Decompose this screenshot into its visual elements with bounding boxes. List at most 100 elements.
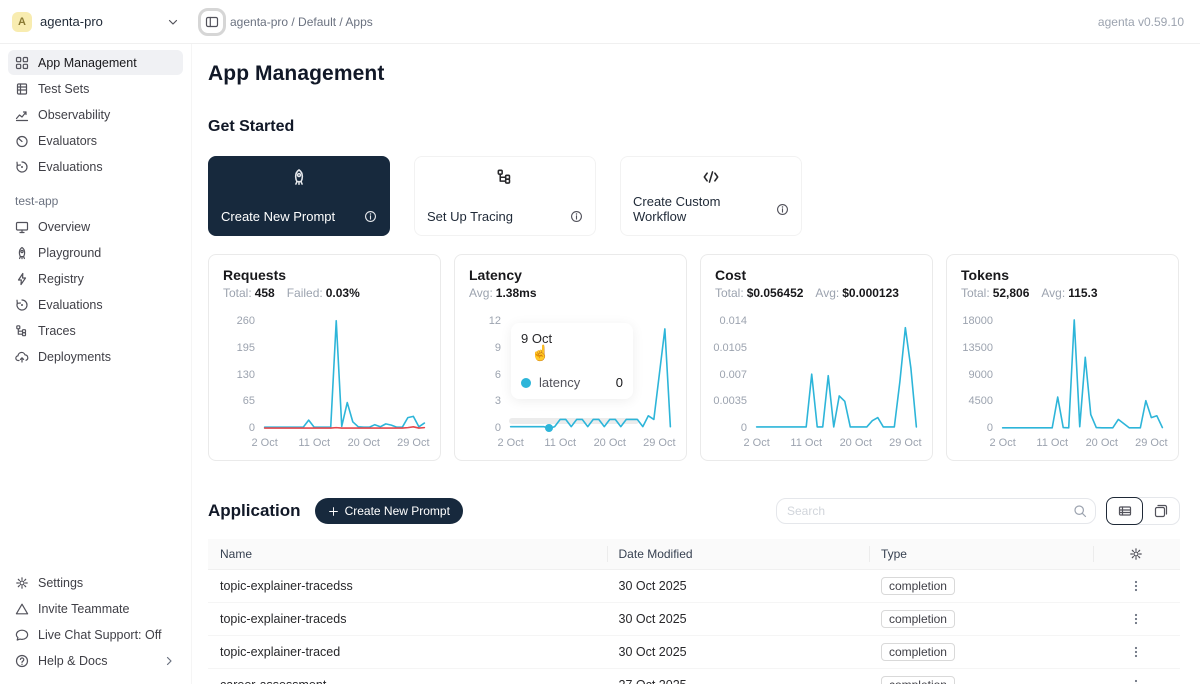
sidebar-item-deployments[interactable]: Deployments [8,344,183,369]
create-new-prompt-card[interactable]: Create New Prompt [208,156,390,236]
table-row[interactable]: topic-explainer-tracedss30 Oct 2025compl… [208,569,1180,602]
sidebar-item-observability[interactable]: Observability [8,102,183,127]
sidebar-app-nav: Overview Playground RegistryEvaluationsTra… [8,214,183,370]
x-tick-label: 20 Oct [348,437,380,449]
create-button-label: Create New Prompt [345,504,450,518]
type-badge: completion [881,610,955,628]
main-content: App Management Get Started Create New Pr… [192,44,1200,684]
column-settings-gear-icon[interactable] [1105,547,1169,561]
chart-stats: Total:458Failed:0.03% [223,286,426,300]
version-label: agenta v0.59.10 [1098,15,1200,29]
tooltip-series-label: latency [539,375,580,390]
table-row[interactable]: career-assessment27 Oct 2025completion [208,668,1180,684]
x-tick-label: 20 Oct [594,437,626,449]
series-dot [521,378,531,388]
y-axis: 260195130650 [223,314,263,432]
table-row[interactable]: topic-explainer-traced30 Oct 2025complet… [208,635,1180,668]
gear-icon [15,576,29,590]
card-view-button[interactable] [1142,498,1179,524]
row-menu-kebab-icon[interactable] [1129,579,1143,593]
x-tick-label: 2 Oct [251,437,277,449]
x-axis: 2 Oct11 Oct20 Oct29 Oct [1001,437,1164,451]
set-up-tracing-card[interactable]: Set Up Tracing [414,156,596,236]
search-icon[interactable] [1073,504,1087,518]
x-tick-label: 29 Oct [1135,437,1167,449]
sidebar-item-evaluations[interactable]: Evaluations [8,154,183,179]
page-title: App Management [208,62,1180,86]
get-started-title: Get Started [208,118,1180,136]
create-custom-workflow-card[interactable]: Create Custom Workflow [620,156,802,236]
chart-stat: Avg:$0.000123 [815,286,899,300]
breadcrumb[interactable]: agenta-pro / Default / Apps [230,15,373,29]
info-icon[interactable] [364,210,377,223]
x-tick-label: 11 Oct [544,437,576,449]
tokens-line [1003,320,1163,428]
sidebar-item-label: Invite Teammate [38,602,129,616]
rocket-icon [221,168,377,186]
requests-line [265,321,425,427]
sidebar-item-label: Evaluations [38,160,103,174]
app-name-cell[interactable]: career-assessment [208,668,607,684]
sidebar-item-app-management[interactable]: App Management [8,50,183,75]
sidebar-item-label: Playground [38,246,101,260]
card-label: Create New Prompt [221,209,335,224]
metric-card-requests: Requests Total:458Failed:0.03% 260195130… [208,254,441,461]
requests-line-chart[interactable] [263,314,426,432]
app-name-cell[interactable]: topic-explainer-tracedss [208,569,607,602]
row-menu-kebab-icon[interactable] [1129,612,1143,626]
view-toggle [1106,497,1180,525]
sidebar-item-traces[interactable]: Traces [8,318,183,343]
chart-stats: Total:52,806Avg:115.3 [961,286,1164,300]
sidebar-item-playground[interactable]: Playground [8,240,183,265]
workspace-selector[interactable]: A agenta-pro [0,12,192,32]
sidebar-item-invite-teammate[interactable]: Invite Teammate [8,596,183,621]
chart-stat: Avg:115.3 [1041,286,1097,300]
tokens-line-chart[interactable] [1001,314,1164,432]
column-header-type[interactable]: Type [869,539,1093,569]
chart-stats: Total:$0.056452Avg:$0.000123 [715,286,918,300]
table-view-button[interactable] [1106,497,1143,525]
sidebar-item-evaluators[interactable]: Evaluators [8,128,183,153]
x-tick-label: 20 Oct [1086,437,1118,449]
hovered-point-dot [545,424,553,432]
cost-line-chart[interactable] [755,314,918,432]
sidebar-item-registry[interactable]: Registry [8,266,183,291]
sidebar-item-overview[interactable]: Overview [8,214,183,239]
create-new-prompt-button[interactable]: Create New Prompt [315,498,463,524]
workspace-name: agenta-pro [40,14,158,29]
date-modified-cell: 30 Oct 2025 [607,569,869,602]
app-name-cell[interactable]: topic-explainer-traceds [208,602,607,635]
y-axis: 1800013500900045000 [961,314,1001,432]
sidebar-item-test-sets[interactable]: Test Sets [8,76,183,101]
search-input[interactable] [776,498,1096,524]
cost-line [757,328,917,427]
cloud-upload-icon [15,350,29,364]
x-tick-label: 11 Oct [790,437,822,449]
row-menu-kebab-icon[interactable] [1129,678,1143,684]
evaluations-icon [15,298,29,312]
x-tick-label: 20 Oct [840,437,872,449]
sidebar-item-help-docs[interactable]: Help & Docs [8,648,183,673]
date-modified-cell: 30 Oct 2025 [607,602,869,635]
column-header-name[interactable]: Name [208,539,607,569]
triangle-icon [15,602,29,616]
sidebar-item-settings[interactable]: Settings [8,570,183,595]
chart-tooltip: 9 Oct ☝ latency 0 [511,323,633,399]
chart-title: Latency [469,267,672,283]
info-icon[interactable] [776,203,789,216]
sidebar-toggle-button[interactable] [198,8,226,36]
column-header-date-modified[interactable]: Date Modified [607,539,869,569]
table-row[interactable]: topic-explainer-traceds30 Oct 2025 comple… [208,602,1180,635]
card-view-icon [1154,504,1168,518]
sidebar-item-live-chat-support-off[interactable]: Live Chat Support: Off [8,622,183,647]
x-tick-label: 11 Oct [298,437,330,449]
sidebar-item-evaluations[interactable]: Evaluations [8,292,183,317]
x-axis: 2 Oct11 Oct20 Oct29 Oct [263,437,426,451]
sidebar: App ManagementTest SetsObservabilityEval… [0,44,192,684]
applications-table: Name Date Modified Type topic-explainer-… [208,539,1180,684]
metric-card-cost: Cost Total:$0.056452Avg:$0.000123 0.0140… [700,254,933,461]
row-menu-kebab-icon[interactable] [1129,645,1143,659]
app-name-cell[interactable]: topic-explainer-traced [208,635,607,668]
info-icon[interactable] [570,210,583,223]
chevron-right-icon [162,654,176,668]
